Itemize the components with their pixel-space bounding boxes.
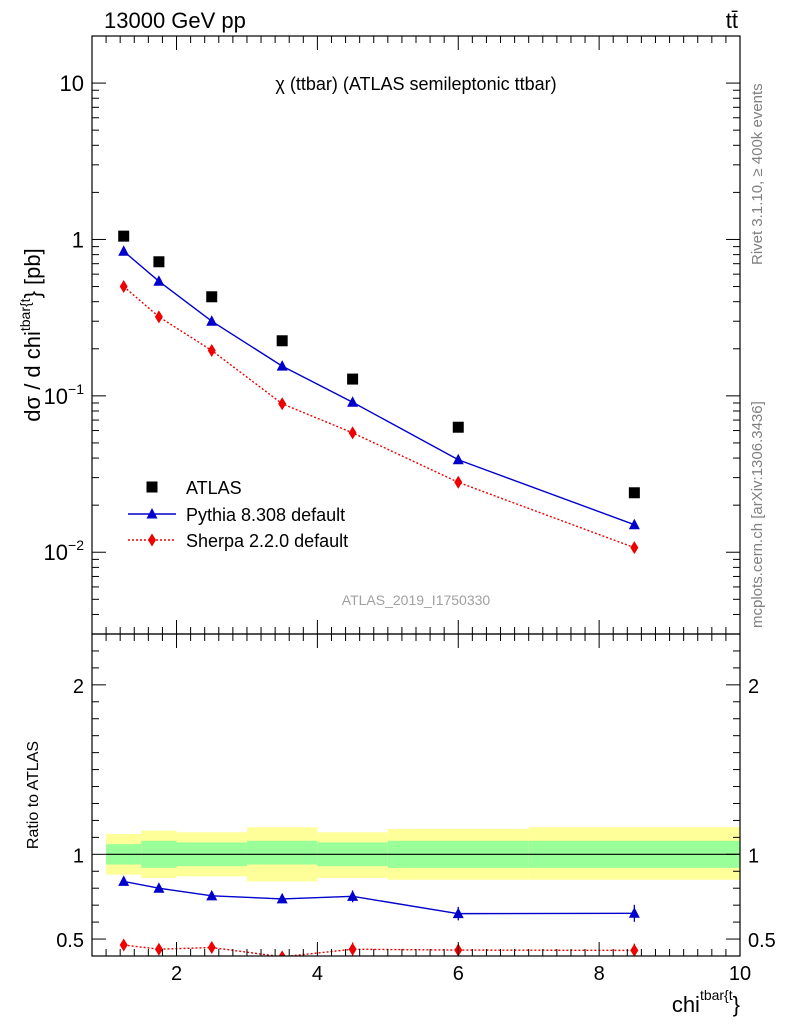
main-series-2-point <box>154 310 163 324</box>
x-label-sup: tbar{t <box>700 987 733 1003</box>
x-label-a: chi <box>672 992 700 1017</box>
main-y-tick-label: 10 <box>60 71 84 96</box>
legend-marker <box>148 533 156 547</box>
main-series-1-point <box>118 245 130 256</box>
x-tick-label: 10 <box>729 963 751 985</box>
ratio-series-0-point <box>153 882 165 893</box>
main-series-1-point <box>276 360 288 371</box>
ratio-panel: 0.5 0.5 1 1 2 2 2 4 6 8 10 Ratio to ATLAS chitbar… <box>25 36 776 1017</box>
ratio-series <box>118 875 640 956</box>
legend: ATLAS Pythia 8.308 default Sherpa 2.2.0 de… <box>128 478 348 551</box>
main-y-tick-label: 1 <box>72 227 84 252</box>
ratio-series-1-point <box>119 938 128 952</box>
main-series-0-point <box>628 487 640 499</box>
main-y-axis-label: dσ / d chitbar{t} [pb] <box>17 248 45 421</box>
ratio-y-tick-label: 1 <box>73 845 84 867</box>
ratio-series-0-line <box>123 880 635 915</box>
main-series-0-point <box>153 256 165 268</box>
ratio-series-0-point <box>118 875 130 886</box>
ratio-series-0-point <box>276 892 288 904</box>
ratio-y-tick-label-right: 0.5 <box>748 930 776 952</box>
main-series-0-point <box>118 230 130 242</box>
main-series-2-point <box>207 343 216 357</box>
ratio-plot-frame <box>91 633 741 957</box>
main-series-0-point <box>347 373 359 385</box>
main-series-0-point <box>206 291 218 303</box>
header-left: 13000 GeV pp <box>104 8 246 33</box>
main-series-1-point <box>628 518 640 530</box>
ratio-y-tick-label-right: 2 <box>748 676 759 698</box>
main-series-1-point <box>347 396 359 407</box>
ratio-series-0-point <box>206 889 218 901</box>
header-right: tt̄ <box>726 8 738 33</box>
ratio-series-0-point <box>452 907 464 919</box>
ratio-series-0-point <box>628 907 640 918</box>
main-panel: χ (ttbar) (ATLAS semileptonic ttbar) ATL… <box>17 35 741 635</box>
main-series-1-point <box>206 315 218 326</box>
x-tick-label: 8 <box>594 963 605 985</box>
x-label-b: } <box>733 992 740 1017</box>
main-series-1-point <box>153 275 165 286</box>
x-tick-label: 2 <box>171 963 182 985</box>
main-y-tick-label: 10−2 <box>44 537 85 565</box>
legend-label: ATLAS <box>186 478 242 498</box>
main-y-label-b: } [pb] <box>20 248 45 298</box>
rivet-label: Rivet 3.1.10, ≥ 400k events <box>749 83 766 265</box>
main-series-1-point <box>452 453 464 465</box>
x-ticks: 2 4 6 8 10 <box>91 36 751 985</box>
main-y-label-sup: tbar{t <box>17 298 33 331</box>
mcplots-label: mcplots.cern.ch [arXiv:1306.3436] <box>749 401 766 628</box>
main-series-2-point <box>630 541 639 555</box>
main-y-label-a: dσ / d chi <box>20 331 45 422</box>
legend-label: Pythia 8.308 default <box>186 505 345 525</box>
ratio-y-tick-label: 0.5 <box>56 930 84 952</box>
main-series <box>118 230 640 555</box>
main-y-ticks: 10−2 10−1 1 10 <box>44 35 740 635</box>
legend-marker <box>146 508 158 519</box>
x-axis-label: chitbar{t} <box>672 987 740 1017</box>
ratio-series-1-point <box>630 943 639 956</box>
main-y-tick-label: 10−1 <box>44 381 85 409</box>
watermark: ATLAS_2019_I1750330 <box>342 592 491 608</box>
main-series-2-point <box>348 426 357 440</box>
ratio-y-tick-label: 2 <box>73 676 84 698</box>
legend-label: Sherpa 2.2.0 default <box>186 531 348 551</box>
main-title: χ (ttbar) (ATLAS semileptonic ttbar) <box>275 74 556 94</box>
ratio-series-0-point <box>347 890 359 901</box>
ratio-series-1-point <box>207 941 216 955</box>
main-series-2-point <box>278 397 287 411</box>
ratio-series-1-point <box>348 942 357 956</box>
ratio-series-1-point <box>278 950 286 956</box>
ratio-series-1-point <box>154 942 163 956</box>
legend-marker <box>146 481 158 493</box>
main-series-2-point <box>119 280 128 294</box>
main-series-0-point <box>452 421 464 433</box>
main-series-0-point <box>276 335 288 347</box>
x-tick-label: 4 <box>312 963 323 985</box>
main-series-2-point <box>454 475 463 489</box>
x-tick-label: 6 <box>453 963 464 985</box>
ratio-y-ticks: 0.5 0.5 1 1 2 2 <box>56 633 776 952</box>
ratio-y-tick-label-right: 1 <box>748 845 759 867</box>
ratio-y-axis-label: Ratio to ATLAS <box>25 741 42 849</box>
ratio-series-clip <box>118 875 640 956</box>
ratio-series-1-line <box>123 944 635 956</box>
ratio-inner-band <box>246 840 318 865</box>
